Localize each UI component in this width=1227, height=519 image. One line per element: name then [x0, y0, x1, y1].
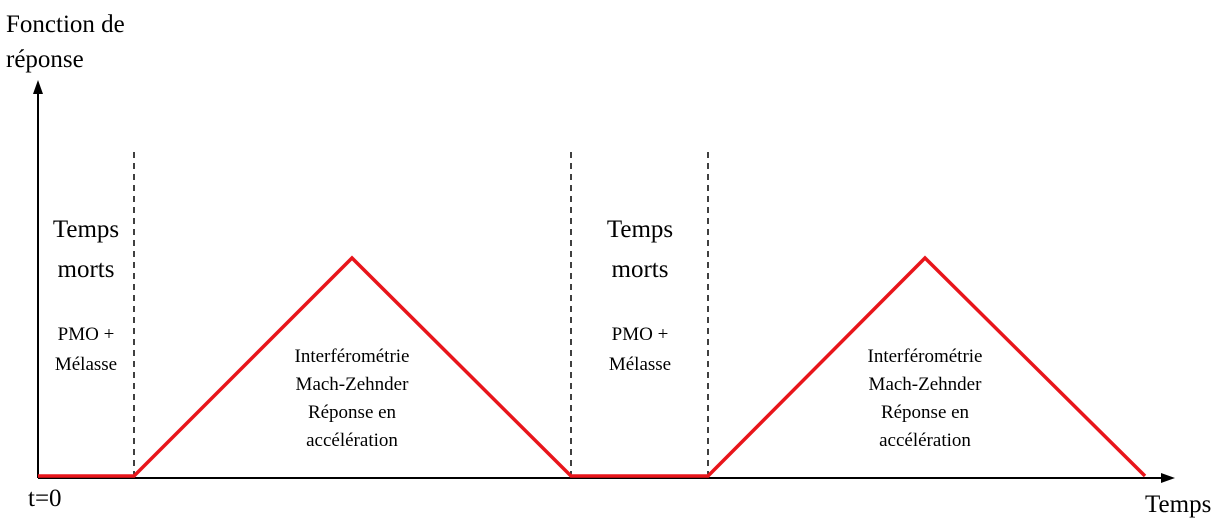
- interferometry-1-line2: Mach-Zehnder: [296, 374, 410, 395]
- origin-label: t=0: [28, 485, 62, 512]
- interferometry-2-line4: accélération: [879, 430, 971, 451]
- dead-time-2-detail-line1: PMO +: [612, 324, 669, 345]
- interferometry-2-line2: Mach-Zehnder: [869, 374, 983, 395]
- dead-time-2-title-line2: morts: [612, 256, 669, 283]
- interferometry-2-line3: Réponse en: [881, 402, 970, 423]
- dead-time-2-title-line1: Temps: [607, 216, 673, 243]
- y-axis-title-line1: Fonction de: [6, 11, 125, 38]
- dead-time-1-detail-line2: Mélasse: [55, 354, 117, 375]
- interferometry-1-line4: accélération: [306, 430, 398, 451]
- x-axis-title: Temps: [1145, 491, 1211, 518]
- response-curve: [38, 255, 1147, 478]
- y-axis-title-line2: réponse: [6, 46, 84, 73]
- x-axis-arrow: [1161, 473, 1175, 483]
- dead-time-1-detail-line1: PMO +: [58, 324, 115, 345]
- interferometry-1-line3: Réponse en: [308, 402, 397, 423]
- dead-time-1-title-line2: morts: [58, 256, 115, 283]
- interferometry-2-line1: Interférométrie: [868, 346, 983, 367]
- dead-time-2-detail-line2: Mélasse: [609, 354, 671, 375]
- interferometry-1-line1: Interférométrie: [295, 346, 410, 367]
- y-axis-arrow: [33, 80, 43, 94]
- dead-time-1-title-line1: Temps: [53, 216, 119, 243]
